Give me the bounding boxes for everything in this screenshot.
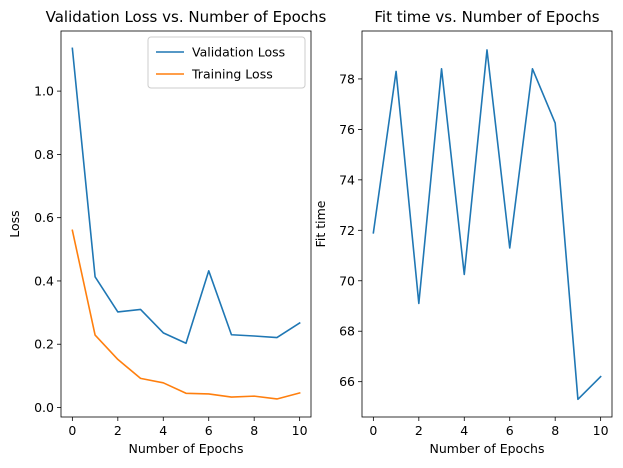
loss-x-tick-label: 2 xyxy=(114,423,122,438)
fit-time-y-tick-label: 70 xyxy=(339,273,355,288)
loss-series-line-validation-loss xyxy=(71,47,301,345)
fit-time-x-tick-label: 0 xyxy=(369,423,377,438)
loss-x-tick-label: 10 xyxy=(292,423,308,438)
loss-y-tick-label: 0.6 xyxy=(34,210,54,225)
loss-y-axis-label: Loss xyxy=(7,210,22,237)
fit-time-x-tick-label: 2 xyxy=(415,423,423,438)
legend-label-validation-loss: Validation Loss xyxy=(192,45,285,60)
loss-x-axis-label: Number of Epochs xyxy=(129,441,244,456)
fit-time-series-line-0 xyxy=(372,49,602,401)
loss-plot-frame xyxy=(60,30,312,418)
loss-y-tick-label: 0.8 xyxy=(34,147,54,162)
loss-legend-box xyxy=(147,36,306,89)
fit-time-y-tick-label: 74 xyxy=(339,172,355,187)
loss-x-tick-label: 6 xyxy=(205,423,213,438)
loss-x-tick-label: 0 xyxy=(68,423,76,438)
loss-series-line-training-loss xyxy=(71,229,301,400)
fit-time-x-tick-label: 8 xyxy=(551,423,559,438)
fit-time-y-tick-label: 68 xyxy=(339,324,355,339)
fit-time-x-axis-label: Number of Epochs xyxy=(430,441,545,456)
loss-y-tick-label: 0.4 xyxy=(34,273,54,288)
fit-time-chart-title: Fit time vs. Number of Epochs xyxy=(374,8,599,26)
legend-label-training-loss: Training Loss xyxy=(191,67,273,82)
fit-time-y-tick-label: 76 xyxy=(339,122,355,137)
fit-time-x-tick-label: 6 xyxy=(506,423,514,438)
loss-legend: Validation Loss Training Loss xyxy=(147,36,306,89)
loss-chart-title: Validation Loss vs. Number of Epochs xyxy=(46,8,327,26)
loss-chart: Validation Loss vs. Number of Epochs 0 2 4 6… xyxy=(7,8,327,456)
fit-time-y-axis-label: Fit time xyxy=(313,200,328,247)
fit-time-y-tick-label: 66 xyxy=(339,374,355,389)
loss-y-tick-label: 0.0 xyxy=(34,400,54,415)
loss-x-tick-label: 4 xyxy=(159,423,167,438)
fit-time-x-tick-label: 10 xyxy=(593,423,609,438)
fit-time-x-tick-label: 4 xyxy=(460,423,468,438)
fit-time-plot-frame xyxy=(361,30,613,418)
loss-y-tick-label: 0.2 xyxy=(34,337,54,352)
loss-x-tick-label: 8 xyxy=(250,423,258,438)
fit-time-y-tick-label: 78 xyxy=(339,71,355,86)
fit-time-y-tick-label: 72 xyxy=(339,223,355,238)
loss-y-tick-label: 1.0 xyxy=(34,84,54,99)
